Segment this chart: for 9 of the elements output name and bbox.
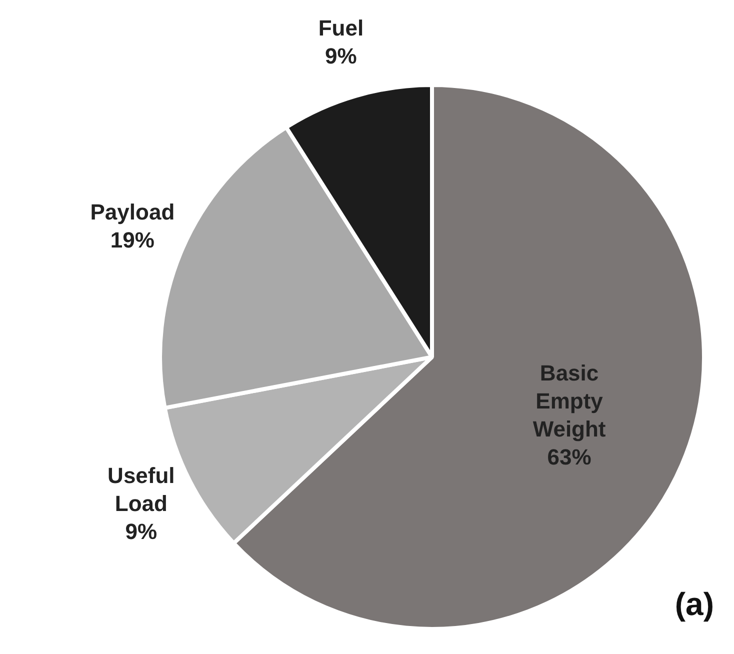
slice-label: Payload (90, 199, 175, 224)
text: (a) (674, 586, 714, 622)
slice-label: Useful Load (108, 463, 175, 516)
data-label: 19% (110, 227, 154, 252)
data-label: 9% (125, 519, 158, 544)
slice-label: Fuel (318, 16, 364, 41)
slice-label: Basic Empty Weight (532, 360, 606, 442)
data-label: 63% (547, 444, 592, 470)
data-label: 9% (325, 44, 357, 69)
